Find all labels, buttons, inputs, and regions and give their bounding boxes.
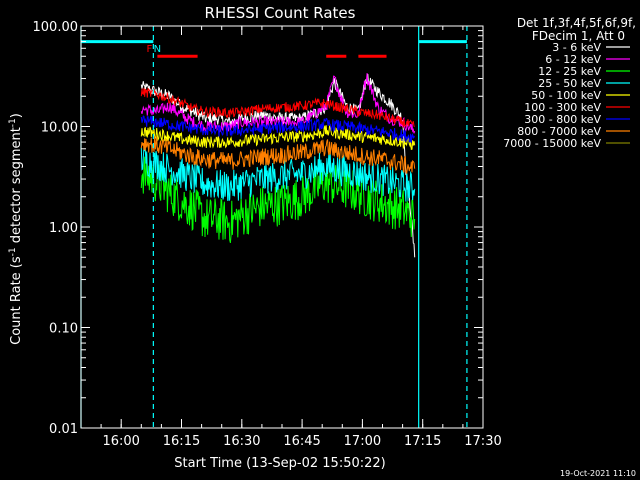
legend-entry-label: 7000 - 15000 keV (503, 137, 601, 150)
y-axis-label-mid: detector segment (9, 127, 24, 247)
legend-entry-label: 800 - 7000 keV (517, 125, 601, 138)
series-line (140, 87, 415, 128)
legend-entry-label: 50 - 100 keV (531, 89, 601, 102)
y-axis-label-end: ) (9, 113, 24, 118)
y-tick-label: 1.00 (49, 221, 78, 236)
x-tick-label: 16:30 (223, 434, 260, 449)
y-tick-label: 10.00 (41, 121, 78, 136)
axes-layer: 100.00 10.00 1.00 0.10 0.01 16:00 16:15 16:30 16… (33, 20, 502, 449)
y-tick-label: 100.00 (33, 20, 79, 35)
y-axis-label-sup2: -1 (8, 118, 18, 127)
x-tick-label: 17:30 (464, 434, 501, 449)
legend: Det 1f,3f,4f,5f,6f,9f, FDecim 1, Att 0 3… (503, 16, 636, 150)
chart-title: RHESSI Count Rates (205, 4, 356, 22)
footer-timestamp: 19-Oct-2021 11:10 (560, 469, 636, 478)
legend-entry-label: 25 - 50 keV (538, 77, 601, 90)
y-tick-label: 0.01 (49, 422, 78, 437)
legend-entry-label: 300 - 800 keV (524, 113, 601, 126)
y-axis-label-sup1: -1 (8, 247, 18, 256)
legend-entry-label: 6 - 12 keV (545, 53, 601, 66)
series-line (140, 72, 416, 134)
y-axis-label-main: Count Rate (s (9, 256, 24, 345)
x-tick-label: 17:00 (344, 434, 381, 449)
legend-entry-label: 100 - 300 keV (524, 101, 601, 114)
x-tick-label: 17:15 (404, 434, 441, 449)
x-tick-label: 16:45 (283, 434, 320, 449)
series-line (140, 115, 416, 143)
series-layer (140, 72, 416, 258)
series-line (140, 125, 416, 151)
legend-header-line-2: FDecim 1, Att 0 (532, 29, 625, 43)
legend-entry-label: 12 - 25 keV (538, 65, 601, 78)
x-tick-label: 16:15 (163, 434, 200, 449)
legend-entry-label: 3 - 6 keV (552, 41, 601, 54)
series-line (140, 136, 416, 174)
flag-label: F (146, 44, 152, 55)
y-axis-label: Count Rate (s-1 detector segment-1) (8, 113, 24, 345)
x-axis-label: Start Time (13-Sep-02 15:50:22) (174, 456, 385, 471)
x-tick-label: 16:00 (102, 434, 139, 449)
flag-label: N (154, 44, 161, 55)
y-tick-label: 0.10 (49, 322, 78, 337)
legend-header-line-1: Det 1f,3f,4f,5f,6f,9f, (517, 16, 636, 30)
series-line (140, 146, 416, 202)
